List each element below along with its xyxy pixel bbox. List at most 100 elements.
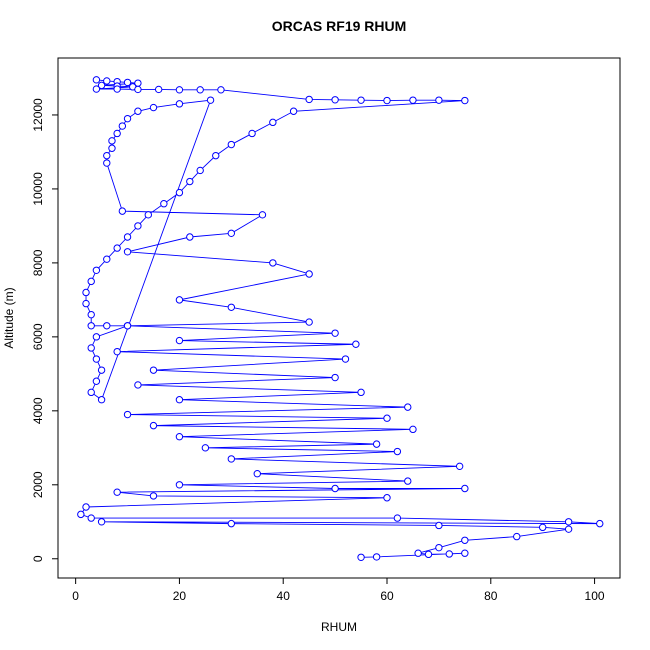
y-axis-label: Altitude (m) bbox=[2, 287, 16, 348]
point bbox=[118, 122, 127, 130]
x-axis-label: RHUM bbox=[321, 620, 357, 634]
point bbox=[87, 388, 95, 397]
point bbox=[123, 233, 132, 241]
point bbox=[113, 347, 121, 356]
chart-title: ORCAS RF19 RHUM bbox=[272, 18, 407, 34]
point bbox=[175, 86, 184, 94]
point bbox=[331, 484, 339, 493]
y-tick-label: 6000 bbox=[31, 323, 45, 350]
point bbox=[196, 166, 204, 175]
point bbox=[123, 114, 132, 123]
point bbox=[404, 403, 412, 411]
point bbox=[123, 410, 132, 419]
x-tick-label: 20 bbox=[173, 589, 187, 603]
point bbox=[92, 355, 101, 363]
point bbox=[414, 549, 422, 557]
point bbox=[87, 344, 95, 352]
point bbox=[564, 525, 573, 533]
point bbox=[269, 118, 277, 127]
point bbox=[357, 388, 365, 397]
point bbox=[103, 77, 111, 85]
point bbox=[175, 296, 184, 304]
point bbox=[103, 322, 111, 330]
point bbox=[393, 447, 402, 456]
point bbox=[305, 270, 313, 278]
point bbox=[352, 340, 360, 348]
point bbox=[97, 518, 106, 526]
point bbox=[149, 103, 158, 112]
point bbox=[97, 396, 106, 404]
point bbox=[217, 86, 225, 94]
point bbox=[404, 477, 412, 485]
point bbox=[227, 229, 236, 238]
point bbox=[372, 440, 381, 448]
point bbox=[154, 85, 163, 94]
point bbox=[435, 543, 443, 552]
point bbox=[206, 96, 215, 104]
point bbox=[305, 95, 313, 104]
x-tick-label: 0 bbox=[72, 589, 79, 603]
point bbox=[175, 188, 184, 197]
point bbox=[186, 233, 194, 241]
point bbox=[118, 207, 127, 215]
point bbox=[82, 503, 90, 511]
point bbox=[77, 510, 85, 519]
point bbox=[149, 492, 158, 500]
y-tick-label: 2000 bbox=[31, 471, 45, 498]
point bbox=[87, 322, 95, 330]
point bbox=[144, 211, 152, 219]
point bbox=[103, 159, 111, 167]
point bbox=[113, 129, 121, 138]
point bbox=[341, 355, 350, 363]
point bbox=[175, 396, 184, 404]
point bbox=[87, 277, 95, 286]
point bbox=[305, 318, 313, 326]
y-tick-label: 4000 bbox=[31, 397, 45, 424]
point bbox=[383, 494, 391, 502]
point bbox=[435, 96, 443, 104]
point bbox=[149, 366, 158, 374]
point bbox=[108, 144, 116, 152]
point bbox=[357, 96, 365, 104]
point bbox=[212, 151, 220, 160]
point bbox=[134, 107, 142, 115]
point bbox=[92, 333, 101, 341]
point bbox=[409, 425, 417, 434]
point bbox=[92, 266, 101, 274]
point bbox=[87, 514, 95, 522]
point bbox=[97, 81, 106, 90]
point bbox=[82, 288, 90, 297]
point bbox=[258, 211, 267, 219]
point bbox=[383, 96, 391, 105]
point bbox=[248, 129, 256, 138]
point bbox=[424, 550, 433, 559]
point bbox=[393, 514, 402, 522]
point bbox=[113, 244, 121, 252]
point bbox=[113, 85, 121, 93]
point bbox=[331, 373, 339, 382]
point bbox=[455, 462, 464, 471]
point bbox=[196, 86, 204, 94]
point bbox=[372, 553, 381, 561]
x-tick-label: 60 bbox=[380, 589, 394, 603]
point bbox=[123, 78, 132, 87]
x-tick-label: 100 bbox=[585, 589, 605, 603]
point bbox=[461, 484, 469, 493]
point bbox=[92, 76, 101, 84]
point bbox=[269, 259, 277, 267]
point bbox=[513, 532, 521, 541]
point bbox=[461, 96, 469, 105]
point bbox=[409, 96, 417, 104]
y-tick-label: 10000 bbox=[31, 172, 45, 206]
point bbox=[383, 414, 391, 422]
x-tick-label: 80 bbox=[484, 589, 498, 603]
point bbox=[564, 518, 573, 526]
point bbox=[461, 549, 469, 557]
point bbox=[134, 381, 142, 389]
point bbox=[103, 151, 111, 160]
point bbox=[331, 96, 339, 104]
point bbox=[175, 336, 184, 345]
x-tick-label: 40 bbox=[277, 589, 291, 603]
point bbox=[175, 481, 184, 489]
